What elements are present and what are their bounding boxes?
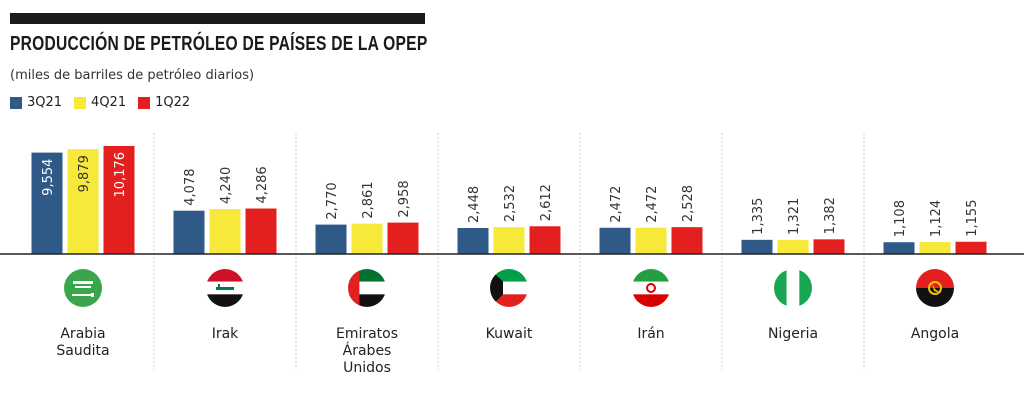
bar-value-label: 2,448 <box>467 186 482 223</box>
chart-subtitle: (miles de barriles de petróleo diarios) <box>10 68 255 83</box>
legend-swatch <box>138 96 151 109</box>
bar-value-label: 4,078 <box>183 169 198 206</box>
category-label: Irán <box>637 326 664 342</box>
bar-4q21 <box>919 242 951 254</box>
legend-swatch <box>10 96 22 109</box>
bar-4q21 <box>635 227 667 254</box>
bar-value-label: 1,335 <box>751 198 766 235</box>
bar-1q22 <box>955 241 987 254</box>
iraq-flag-icon <box>206 269 244 307</box>
bar-value-label: 2,861 <box>361 181 376 218</box>
category-label: Angola <box>911 326 959 342</box>
bar-3q21 <box>883 242 915 254</box>
angola-flag-icon <box>916 269 954 307</box>
bar-4q21 <box>209 209 241 254</box>
bar-1q22 <box>671 227 703 254</box>
bar-value-label: 1,124 <box>929 200 944 237</box>
legend-label: 1Q22 <box>155 95 191 110</box>
bar-value-label: 2,770 <box>325 182 340 219</box>
bar-4q21 <box>67 149 99 254</box>
bar-value-label: 2,528 <box>681 185 696 222</box>
bar-value-label: 9,879 <box>77 155 92 192</box>
category-label: Saudita <box>56 343 109 359</box>
category-label: Kuwait <box>486 326 533 342</box>
chart-title: PRODUCCIÓN DE PETRÓLEO DE PAÍSES DE LA O… <box>10 33 428 55</box>
iran-flag-icon <box>632 269 670 307</box>
bar-value-label: 2,472 <box>645 186 660 223</box>
bar-3q21 <box>599 227 631 254</box>
category-label: Arabia <box>60 326 105 342</box>
bar-3q21 <box>31 152 63 254</box>
category-label: Árabes <box>343 342 392 359</box>
bar-3q21 <box>173 210 205 254</box>
bar-3q21 <box>741 239 773 254</box>
legend-item: 4Q21 <box>74 95 126 110</box>
legend-swatch <box>74 96 87 109</box>
bar-1q22 <box>529 226 561 254</box>
bar-value-label: 2,532 <box>503 185 518 222</box>
bar-value-label: 1,382 <box>823 197 838 234</box>
category-label: Irak <box>212 326 239 342</box>
bar-value-label: 1,321 <box>787 198 802 235</box>
bar-value-label: 2,472 <box>609 186 624 223</box>
uae-flag-icon <box>348 269 386 307</box>
legend-item: 3Q21 <box>10 95 62 110</box>
category-label: Unidos <box>343 360 391 376</box>
bar-4q21 <box>493 227 525 254</box>
bar-1q22 <box>387 222 419 254</box>
bar-value-label: 9,554 <box>41 159 56 196</box>
bar-value-label: 2,612 <box>539 184 554 221</box>
kuwait-flag-icon <box>490 269 528 307</box>
bar-3q21 <box>315 224 347 254</box>
bar-value-label: 4,286 <box>255 166 270 203</box>
bar-4q21 <box>351 223 383 254</box>
bar-value-label: 1,155 <box>965 200 980 237</box>
legend-item: 1Q22 <box>138 95 190 110</box>
legend-label: 4Q21 <box>91 95 127 110</box>
bar-value-label: 10,176 <box>113 152 128 198</box>
bar-1q22 <box>245 208 277 254</box>
legend-label: 3Q21 <box>27 95 63 110</box>
bar-value-label: 1,108 <box>893 200 908 237</box>
bar-value-label: 2,958 <box>397 180 412 217</box>
nigeria-flag-icon <box>774 269 812 307</box>
category-label: Emiratos <box>336 326 398 342</box>
bar-4q21 <box>777 239 809 254</box>
bar-1q22 <box>103 146 135 254</box>
bar-1q22 <box>813 239 845 254</box>
category-label: Nigeria <box>768 326 818 342</box>
saudi-arabia-flag-icon <box>64 269 102 307</box>
legend: 3Q21 4Q21 1Q22 <box>10 95 190 110</box>
title-bar-decoration <box>10 13 425 24</box>
bar-value-label: 4,240 <box>219 167 234 204</box>
bar-3q21 <box>457 228 489 254</box>
